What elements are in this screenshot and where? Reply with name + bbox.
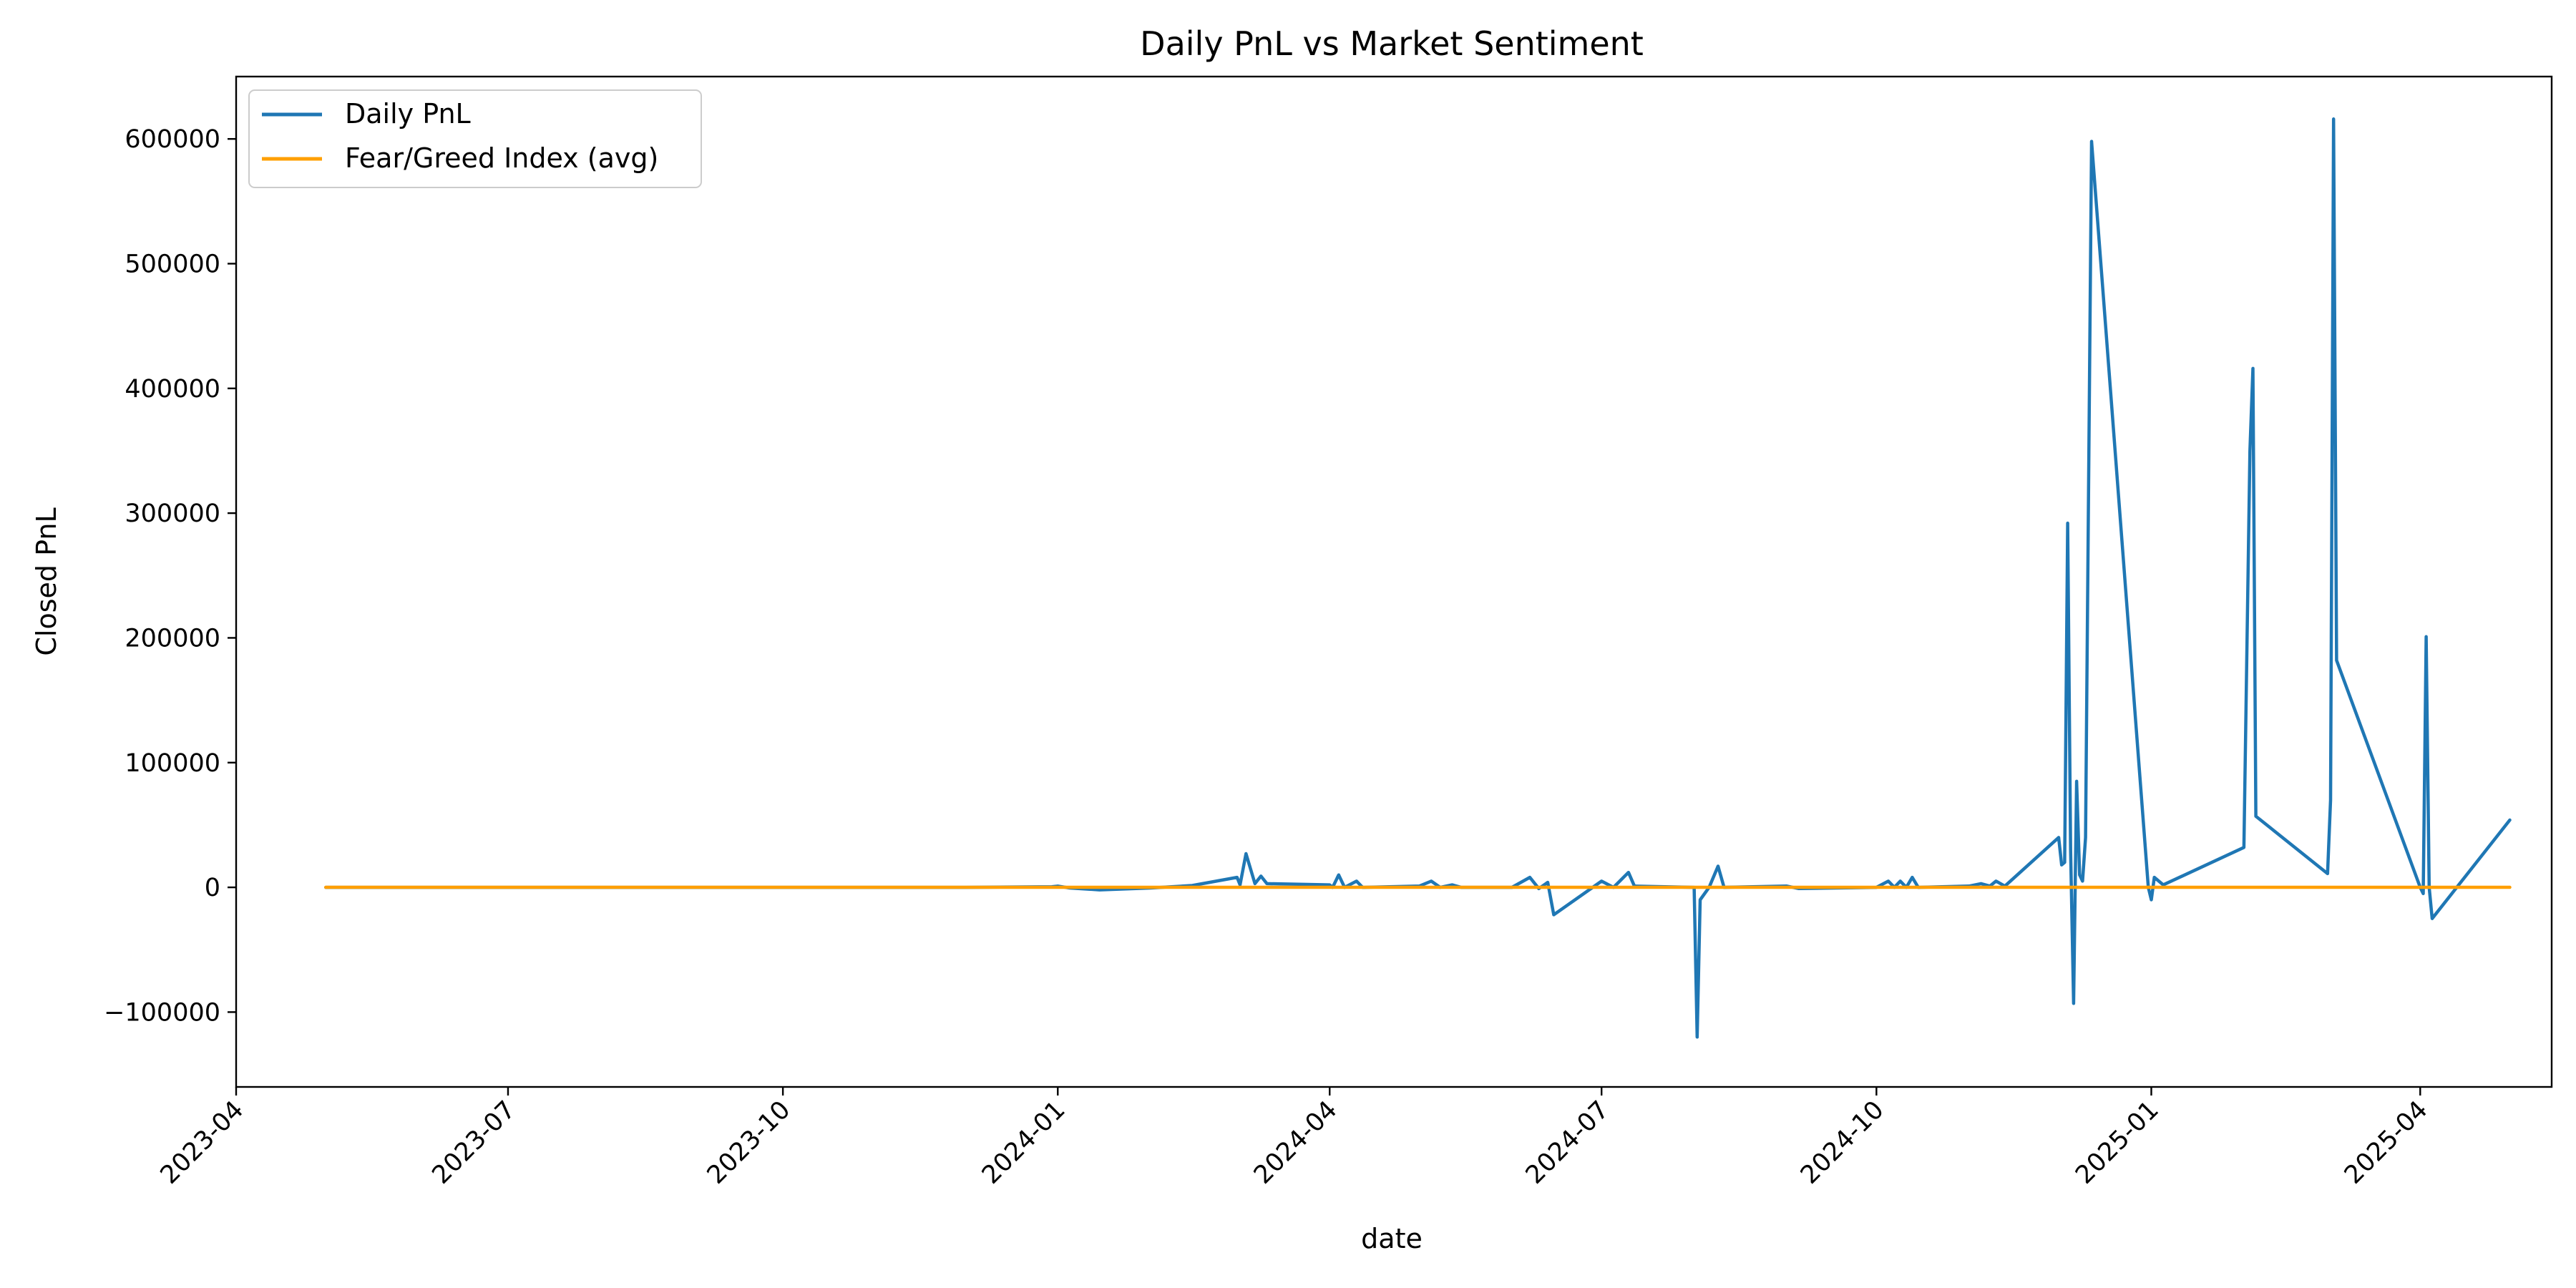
chart-title: Daily PnL vs Market Sentiment [1140, 24, 1644, 63]
plot-frame [235, 75, 2553, 1088]
y-tick-label: 600000 [125, 125, 220, 154]
y-tick-label: 400000 [125, 375, 220, 404]
legend: Daily PnL Fear/Greed Index (avg) [248, 89, 702, 188]
y-tick-label: 100000 [125, 749, 220, 778]
y-axis-label: Closed PnL [31, 507, 62, 655]
legend-label-daily-pnl: Daily PnL [345, 98, 471, 130]
y-tick-label: 200000 [125, 624, 220, 653]
y-axis: −100000 0 100000 200000 300000 400000 500000 60… [104, 125, 236, 1027]
y-tick-label: −100000 [104, 998, 220, 1027]
y-tick-label: 500000 [125, 250, 220, 278]
y-tick-label: 0 [205, 874, 220, 902]
x-axis-label: date [1361, 1223, 1423, 1254]
legend-box [248, 89, 702, 188]
y-tick-label: 300000 [125, 499, 220, 528]
legend-label-fear-greed: Fear/Greed Index (avg) [345, 142, 658, 174]
